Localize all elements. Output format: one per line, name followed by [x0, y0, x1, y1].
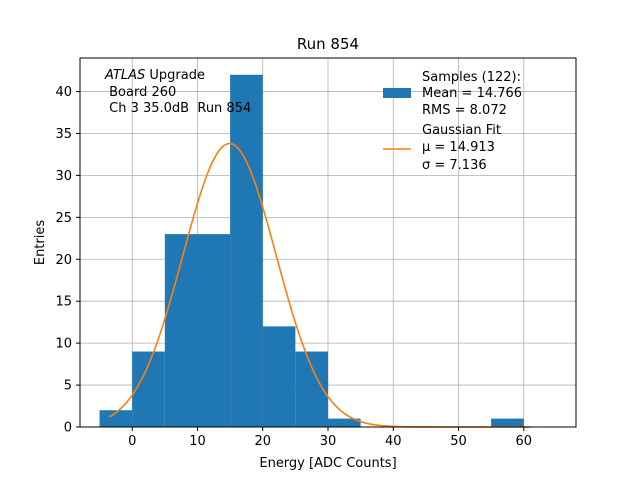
histogram-bars — [99, 74, 524, 427]
histogram-bar — [328, 418, 361, 427]
x-tick-label: 20 — [254, 434, 271, 449]
y-tick-label: 40 — [55, 85, 72, 100]
y-tick-label: 10 — [55, 337, 72, 352]
histogram-bar — [230, 74, 263, 427]
x-tick-label: 30 — [320, 434, 337, 449]
atlas-annotation: ATLAS Upgrade Board 260 Ch 3 35.0dB Run … — [104, 68, 251, 116]
x-tick-label: 10 — [189, 434, 206, 449]
y-tick-label: 0 — [64, 421, 72, 436]
y-tick-label: 25 — [55, 211, 72, 226]
annotation-line-1: ATLAS Upgrade — [104, 68, 205, 83]
y-tick-label: 15 — [55, 295, 72, 310]
x-axis-label: Energy [ADC Counts] — [259, 456, 396, 471]
chart-title: Run 854 — [297, 35, 359, 53]
y-tick-label: 20 — [55, 253, 72, 268]
legend-fit-sigma: σ = 7.136 — [422, 158, 487, 173]
y-axis-label: Entries — [33, 220, 48, 266]
x-tick-label: 60 — [516, 434, 533, 449]
grid — [80, 58, 576, 428]
y-tick-label: 35 — [55, 127, 72, 142]
legend-samples-patch — [383, 88, 411, 98]
annotation-line-3: Ch 3 35.0dB Run 854 — [105, 101, 251, 116]
legend-fit-title: Gaussian Fit — [422, 123, 501, 138]
annotation-line-2: Board 260 — [105, 85, 176, 100]
legend-samples-mean: Mean = 14.766 — [422, 86, 522, 101]
y-tick-label: 5 — [64, 379, 72, 394]
histogram-bar — [262, 326, 296, 427]
x-tick-label: 0 — [128, 434, 136, 449]
annotation-upgrade: Upgrade — [145, 68, 205, 83]
legend-samples-rms: RMS = 8.072 — [422, 103, 507, 118]
annotation-atlas: ATLAS — [104, 68, 145, 83]
legend-samples-title: Samples (122): — [422, 70, 521, 85]
histogram-bar — [491, 418, 524, 427]
x-tick-label: 40 — [385, 434, 402, 449]
legend-fit-mu: μ = 14.913 — [422, 140, 495, 155]
x-tick-label: 50 — [450, 434, 467, 449]
histogram-bar — [99, 410, 133, 427]
histogram-bar — [197, 234, 231, 427]
axis-ticks: 0 10 20 30 40 50 60 0 5 10 15 20 25 30 35 40 — [55, 85, 532, 449]
y-tick-label: 30 — [55, 169, 72, 184]
legend: Samples (122): Mean = 14.766 RMS = 8.072… — [383, 70, 522, 173]
histogram-bar — [164, 234, 198, 427]
